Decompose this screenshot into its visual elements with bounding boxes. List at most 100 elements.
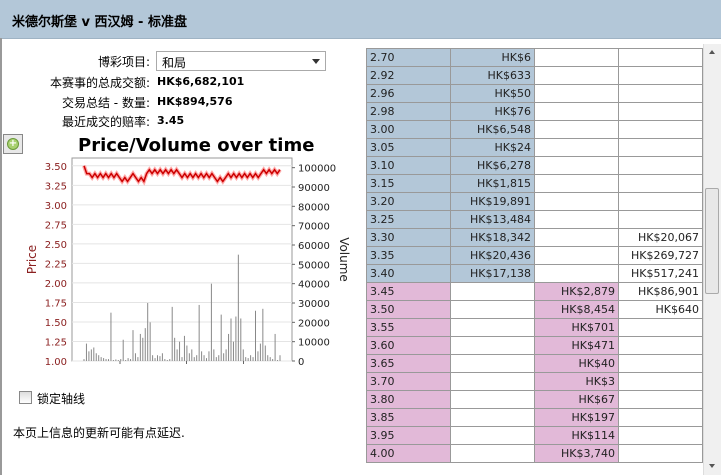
- lay-amount-cell[interactable]: [534, 246, 619, 265]
- matched-amount-cell[interactable]: HK$86,901: [618, 282, 703, 301]
- lay-amount-cell[interactable]: HK$701: [534, 318, 619, 337]
- ladder-row: 3.05 HK$24: [366, 138, 703, 157]
- back-amount-cell[interactable]: [450, 336, 535, 355]
- matched-amount-cell[interactable]: [618, 66, 703, 85]
- lay-amount-cell[interactable]: HK$3: [534, 372, 619, 391]
- back-amount-cell[interactable]: [450, 282, 535, 301]
- matched-amount-cell[interactable]: [618, 426, 703, 445]
- back-amount-cell[interactable]: HK$6,548: [450, 120, 535, 139]
- matched-amount-cell[interactable]: [618, 372, 703, 391]
- back-amount-cell[interactable]: [450, 372, 535, 391]
- page-header: 米德尔斯堡 v 西汉姆 - 标准盘: [0, 0, 721, 39]
- price-line: [83, 165, 281, 184]
- back-amount-cell[interactable]: HK$633: [450, 66, 535, 85]
- back-amount-cell[interactable]: HK$13,484: [450, 210, 535, 229]
- price-cell: 3.40: [366, 264, 451, 283]
- back-amount-cell[interactable]: HK$6: [450, 48, 535, 67]
- matched-amount-cell[interactable]: HK$640: [618, 300, 703, 319]
- ladder-scrollbar[interactable]: [703, 44, 721, 475]
- summary-value: HK$894,576: [157, 95, 233, 108]
- matched-amount-cell[interactable]: [618, 408, 703, 427]
- matched-amount-cell[interactable]: HK$20,067: [618, 228, 703, 247]
- lay-amount-cell[interactable]: [534, 66, 619, 85]
- lay-amount-cell[interactable]: HK$2,879: [534, 282, 619, 301]
- back-amount-cell[interactable]: [450, 390, 535, 409]
- back-amount-cell[interactable]: HK$18,342: [450, 228, 535, 247]
- matched-amount-cell[interactable]: [618, 48, 703, 67]
- back-amount-cell[interactable]: HK$50: [450, 84, 535, 103]
- lay-amount-cell[interactable]: [534, 102, 619, 121]
- delay-note: 本页上信息的更新可能有点延迟.: [13, 426, 185, 440]
- matched-amount-cell[interactable]: [618, 390, 703, 409]
- price-tick-label: 2.00: [45, 279, 67, 290]
- expand-chart-button[interactable]: +: [3, 134, 23, 154]
- price-tick-label: 3.50: [45, 162, 67, 173]
- ladder-row: 3.10 HK$6,278: [366, 156, 703, 175]
- scroll-down-icon[interactable]: [709, 464, 715, 468]
- lay-amount-cell[interactable]: HK$3,740: [534, 444, 619, 463]
- matched-amount-cell[interactable]: [618, 210, 703, 229]
- matched-amount-cell[interactable]: HK$269,727: [618, 246, 703, 265]
- back-amount-cell[interactable]: HK$17,138: [450, 264, 535, 283]
- back-amount-cell[interactable]: HK$24: [450, 138, 535, 157]
- matched-amount-cell[interactable]: [618, 156, 703, 175]
- ladder-row: 3.50 HK$8,454 HK$640: [366, 300, 703, 319]
- back-amount-cell[interactable]: HK$76: [450, 102, 535, 121]
- lay-amount-cell[interactable]: HK$471: [534, 336, 619, 355]
- matched-amount-cell[interactable]: [618, 192, 703, 211]
- matched-amount-cell[interactable]: HK$517,241: [618, 264, 703, 283]
- lay-amount-cell[interactable]: HK$40: [534, 354, 619, 373]
- matched-amount-cell[interactable]: [618, 336, 703, 355]
- lay-amount-cell[interactable]: HK$67: [534, 390, 619, 409]
- back-amount-cell[interactable]: [450, 318, 535, 337]
- ladder-row: 2.70 HK$6: [366, 48, 703, 67]
- lay-amount-cell[interactable]: [534, 84, 619, 103]
- lay-amount-cell[interactable]: [534, 174, 619, 193]
- ladder-row: 3.95 HK$114: [366, 426, 703, 445]
- price-cell: 3.50: [366, 300, 451, 319]
- matched-amount-cell[interactable]: [618, 174, 703, 193]
- matched-amount-cell[interactable]: [618, 138, 703, 157]
- market-select-value: 和局: [162, 56, 187, 70]
- lay-amount-cell[interactable]: [534, 210, 619, 229]
- back-amount-cell[interactable]: HK$20,436: [450, 246, 535, 265]
- lay-amount-cell[interactable]: [534, 138, 619, 157]
- back-amount-cell[interactable]: [450, 408, 535, 427]
- chart-title: Price/Volume over time: [78, 135, 315, 156]
- back-amount-cell[interactable]: [450, 354, 535, 373]
- market-select[interactable]: 和局: [156, 51, 326, 71]
- lay-amount-cell[interactable]: [534, 264, 619, 283]
- lay-amount-cell[interactable]: HK$8,454: [534, 300, 619, 319]
- lay-amount-cell[interactable]: [534, 48, 619, 67]
- lay-amount-cell[interactable]: [534, 120, 619, 139]
- event-title: 米德尔斯堡 v 西汉姆 - 标准盘: [12, 15, 187, 30]
- back-amount-cell[interactable]: HK$1,815: [450, 174, 535, 193]
- price-cell: 3.10: [366, 156, 451, 175]
- price-tick-label: 2.50: [45, 240, 67, 251]
- lay-amount-cell[interactable]: [534, 156, 619, 175]
- matched-amount-cell[interactable]: [618, 318, 703, 337]
- back-amount-cell[interactable]: HK$19,891: [450, 192, 535, 211]
- back-amount-cell[interactable]: HK$6,278: [450, 156, 535, 175]
- matched-amount-cell[interactable]: [618, 354, 703, 373]
- scroll-up-icon[interactable]: [709, 50, 715, 54]
- back-amount-cell[interactable]: [450, 426, 535, 445]
- ladder-row: 3.80 HK$67: [366, 390, 703, 409]
- price-cell: 3.15: [366, 174, 451, 193]
- lock-axis-checkbox[interactable]: [19, 391, 32, 404]
- matched-amount-cell[interactable]: [618, 444, 703, 463]
- scroll-thumb[interactable]: [705, 188, 719, 294]
- lay-amount-cell[interactable]: HK$197: [534, 408, 619, 427]
- price-cell: 2.96: [366, 84, 451, 103]
- lay-amount-cell[interactable]: [534, 228, 619, 247]
- lay-amount-cell[interactable]: [534, 192, 619, 211]
- back-amount-cell[interactable]: [450, 300, 535, 319]
- ladder-row: 3.00 HK$6,548: [366, 120, 703, 139]
- matched-amount-cell[interactable]: [618, 120, 703, 139]
- price-tick-label: 2.75: [45, 220, 67, 231]
- lay-amount-cell[interactable]: HK$114: [534, 426, 619, 445]
- price-tick-label: 2.25: [45, 259, 67, 270]
- matched-amount-cell[interactable]: [618, 84, 703, 103]
- back-amount-cell[interactable]: [450, 444, 535, 463]
- matched-amount-cell[interactable]: [618, 102, 703, 121]
